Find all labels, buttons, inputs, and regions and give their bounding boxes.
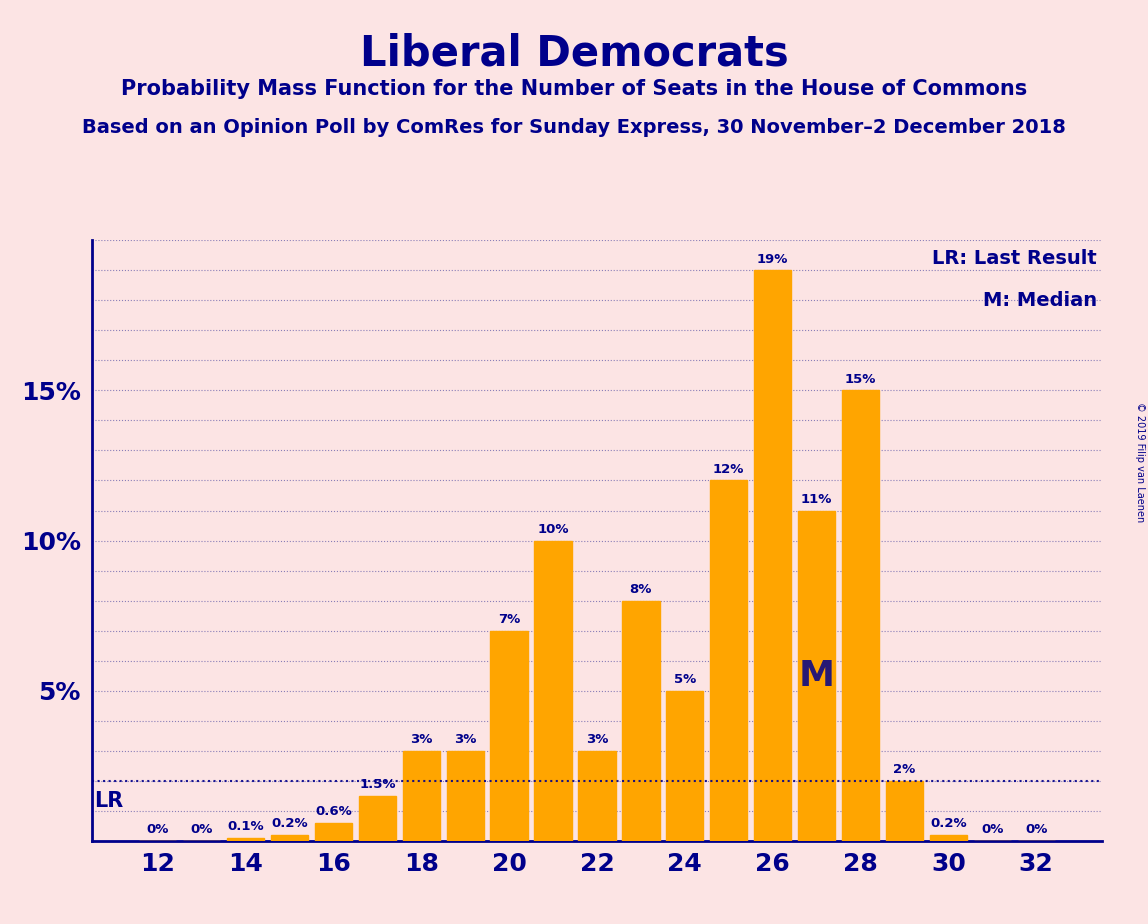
Text: M: M <box>799 659 835 693</box>
Bar <box>579 750 615 841</box>
Bar <box>227 838 264 841</box>
Text: M: Median: M: Median <box>983 291 1097 310</box>
Text: 10%: 10% <box>537 523 568 536</box>
Bar <box>315 822 352 841</box>
Text: 0%: 0% <box>147 823 169 836</box>
Bar <box>711 480 747 841</box>
Text: 0%: 0% <box>1025 823 1047 836</box>
Bar <box>930 835 967 841</box>
Bar <box>754 270 791 841</box>
Bar <box>886 781 923 841</box>
Text: 3%: 3% <box>453 734 476 747</box>
Text: Based on an Opinion Poll by ComRes for Sunday Express, 30 November–2 December 20: Based on an Opinion Poll by ComRes for S… <box>82 118 1066 138</box>
Text: 11%: 11% <box>801 493 832 506</box>
Text: 0.1%: 0.1% <box>227 821 264 833</box>
Bar <box>358 796 396 841</box>
Bar <box>841 390 879 841</box>
Text: Liberal Democrats: Liberal Democrats <box>359 32 789 74</box>
Text: LR: LR <box>94 791 123 811</box>
Text: 15%: 15% <box>845 373 876 386</box>
Text: 1.5%: 1.5% <box>359 778 396 791</box>
Bar <box>622 601 660 841</box>
Text: 12%: 12% <box>713 463 744 476</box>
Text: 7%: 7% <box>498 614 520 626</box>
Text: 0.2%: 0.2% <box>930 818 967 831</box>
Text: 3%: 3% <box>585 734 608 747</box>
Text: 5%: 5% <box>674 674 696 687</box>
Text: 0.2%: 0.2% <box>271 818 308 831</box>
Bar <box>798 510 836 841</box>
Text: 3%: 3% <box>410 734 433 747</box>
Bar <box>490 630 528 841</box>
Text: 0%: 0% <box>982 823 1003 836</box>
Text: 0.6%: 0.6% <box>315 806 351 819</box>
Bar <box>271 835 308 841</box>
Bar <box>447 750 483 841</box>
Text: 19%: 19% <box>757 253 789 266</box>
Text: LR: Last Result: LR: Last Result <box>932 249 1097 268</box>
Text: 8%: 8% <box>630 583 652 596</box>
Text: © 2019 Filip van Laenen: © 2019 Filip van Laenen <box>1135 402 1145 522</box>
Text: Probability Mass Function for the Number of Seats in the House of Commons: Probability Mass Function for the Number… <box>121 79 1027 99</box>
Bar <box>403 750 440 841</box>
Text: 2%: 2% <box>893 763 916 776</box>
Bar <box>534 541 572 841</box>
Text: 0%: 0% <box>191 823 212 836</box>
Bar <box>666 691 704 841</box>
